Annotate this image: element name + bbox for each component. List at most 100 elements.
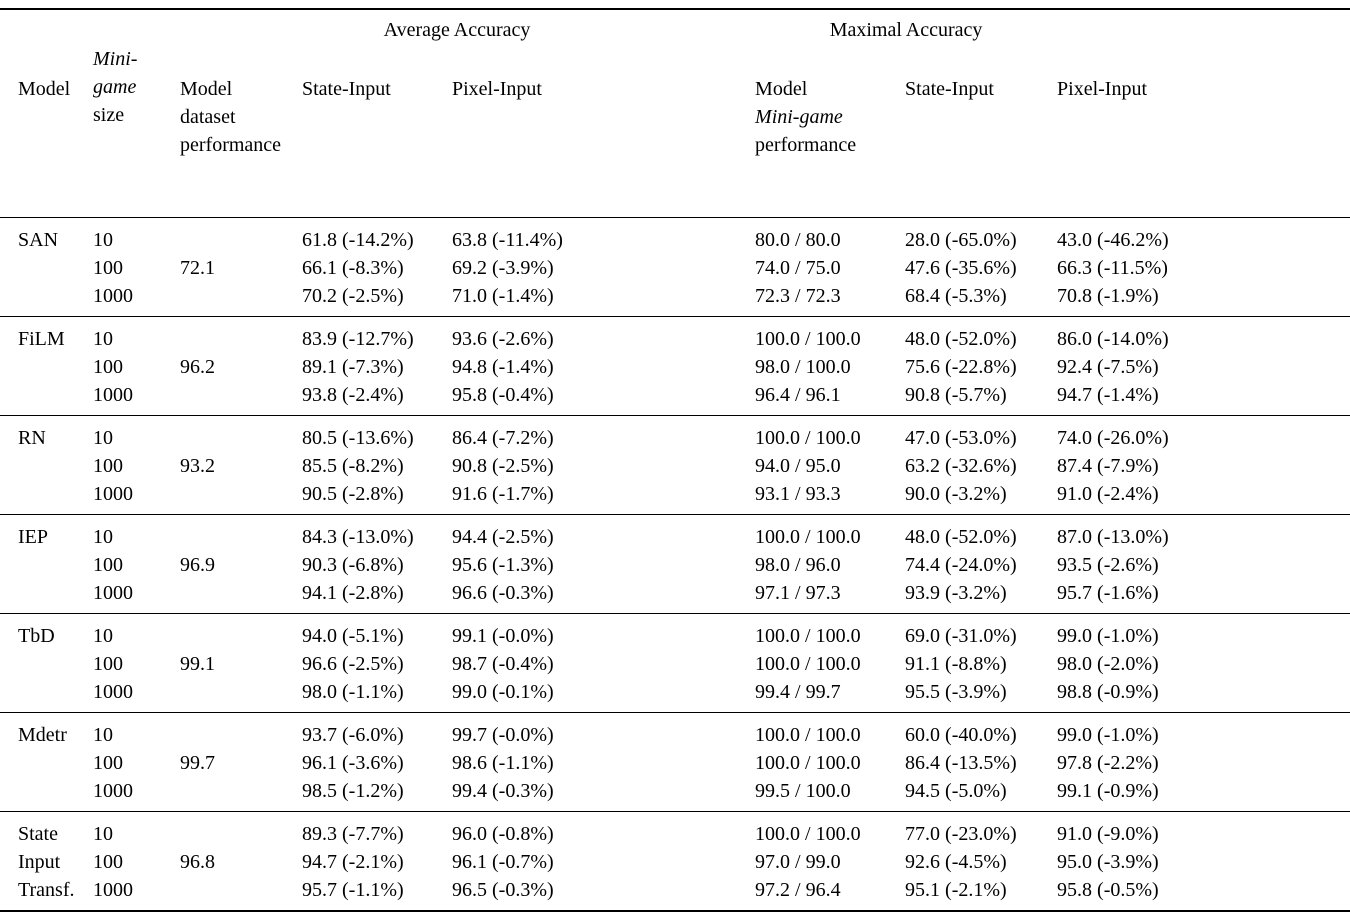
- cell-model-name: State: [0, 811, 93, 848]
- cell-pixel-input-average: 95.6 (-1.3%): [452, 554, 554, 576]
- cell-minigame-performance: 96.4 / 96.1: [755, 384, 841, 406]
- cell-pixel-input-average: 99.0 (-0.1%): [452, 681, 554, 703]
- cell-gap: [612, 650, 755, 678]
- cell-pixel-input-average: 99.4 (-0.3%): [452, 780, 554, 802]
- cell-model-name: Transf.: [0, 876, 93, 912]
- cell-state-input-maximal: 95.1 (-2.1%): [905, 876, 1058, 912]
- cell-model-name: TbD: [0, 613, 93, 650]
- cell-state-input-maximal: 68.4 (-5.3%): [905, 285, 1007, 307]
- cell-gap: [612, 254, 755, 282]
- col-header-minigame-size: Mini-game size: [93, 44, 180, 218]
- col-header-minigame-performance: Model Mini-game performance: [755, 44, 906, 218]
- cell-state-input-maximal: 91.1 (-8.8%): [905, 653, 1007, 675]
- cell-pixel-input-average: 95.8 (-0.4%): [452, 384, 554, 406]
- cell-pixel-input-average: 93.6 (-2.6%): [452, 316, 612, 353]
- cell-state-input-maximal: 94.5 (-5.0%): [905, 780, 1007, 802]
- cell-minigame-performance: 100.0 / 100.0: [755, 653, 861, 675]
- cell-dataset-performance: [180, 480, 302, 515]
- cell-dataset-performance: [180, 415, 302, 452]
- cell-model-name: [0, 579, 93, 614]
- cell-pixel-input-average: 98.6 (-1.1%): [452, 752, 554, 774]
- cell-minigame-performance: 100.0 / 100.0: [755, 712, 906, 749]
- cell-state-input-maximal: 95.5 (-3.9%): [905, 681, 1007, 703]
- cell-minigame-size: 1000: [93, 681, 133, 703]
- table-row: SAN 10 61.8 (-14.2%) 63.8 (-11.4%) 80.0 / 80…: [0, 218, 1350, 255]
- cell-state-input-average: 89.3 (-7.7%): [302, 811, 452, 848]
- cell-model-name: [0, 480, 93, 515]
- cell-minigame-size: 10: [93, 712, 180, 749]
- cell-pixel-input-maximal: 95.0 (-3.9%): [1057, 851, 1159, 873]
- cell-minigame-size: 100: [93, 554, 123, 576]
- cell-minigame-size: 100: [93, 653, 123, 675]
- cell-pixel-input-average: 91.6 (-1.7%): [452, 483, 554, 505]
- col-header-state-input-maximal: State-Input: [905, 44, 1058, 218]
- cell-minigame-performance: 74.0 / 75.0: [755, 257, 841, 279]
- cell-gap: [612, 353, 755, 381]
- cell-minigame-size: 100: [93, 455, 123, 477]
- cell-state-input-average: 96.6 (-2.5%): [302, 653, 404, 675]
- col-header-gap: [612, 44, 756, 218]
- cell-minigame-size: 100: [93, 257, 123, 279]
- cell-pixel-input-average: 94.4 (-2.5%): [452, 514, 612, 551]
- col-header-model: Model: [0, 44, 93, 218]
- cell-minigame-performance: 100.0 / 100.0: [755, 811, 906, 848]
- cell-model-name: [0, 650, 93, 678]
- cell-model-name: RN: [0, 415, 93, 452]
- cell-minigame-performance: 100.0 / 100.0: [755, 613, 906, 650]
- cell-pixel-input-average: 90.8 (-2.5%): [452, 455, 554, 477]
- cell-pixel-input-maximal: 99.0 (-1.0%): [1057, 613, 1350, 650]
- cell-minigame-size: 1000: [93, 876, 180, 912]
- cell-minigame-size: 100: [93, 356, 123, 378]
- cell-model-name: [0, 381, 93, 416]
- cell-state-input-maximal: 90.0 (-3.2%): [905, 483, 1007, 505]
- cell-model-name: Mdetr: [0, 712, 93, 749]
- cell-gap: [612, 848, 755, 876]
- cell-state-input-average: 95.7 (-1.1%): [302, 876, 452, 912]
- table-row: 1000 94.1 (-2.8%) 96.6 (-0.3%) 97.1 / 97.3 9…: [0, 579, 1350, 614]
- table-row: 100 96.9 90.3 (-6.8%) 95.6 (-1.3%) 98.0 / 96…: [0, 551, 1350, 579]
- cell-pixel-input-average: 99.1 (-0.0%): [452, 613, 612, 650]
- cell-model-name: FiLM: [0, 316, 93, 353]
- cell-model-name: [0, 282, 93, 317]
- col-header-pixel-input-average: Pixel-Input: [452, 44, 612, 218]
- cell-minigame-performance: 94.0 / 95.0: [755, 455, 841, 477]
- cell-pixel-input-average: 94.8 (-1.4%): [452, 356, 554, 378]
- cell-pixel-input-average: 96.5 (-0.3%): [452, 876, 612, 912]
- dataset-perf-line2: dataset: [180, 106, 236, 128]
- cell-dataset-performance: [180, 613, 302, 650]
- cell-state-input-maximal: 28.0 (-65.0%): [905, 229, 1017, 251]
- cell-dataset-performance: 96.2: [180, 356, 215, 378]
- maximal-accuracy-header: Maximal Accuracy: [755, 8, 1350, 44]
- cell-minigame-size: 10: [93, 316, 180, 353]
- cell-state-input-average: 90.5 (-2.8%): [302, 483, 404, 505]
- cell-gap: [612, 749, 755, 777]
- cell-gap: [612, 678, 755, 713]
- cell-state-input-maximal: 63.2 (-32.6%): [905, 455, 1017, 477]
- col-header-state-input-average: State-Input: [302, 44, 452, 218]
- cell-dataset-performance: 99.7: [180, 752, 215, 774]
- table-row: 100 93.2 85.5 (-8.2%) 90.8 (-2.5%) 94.0 / 95…: [0, 452, 1350, 480]
- cell-gap: [612, 551, 755, 579]
- cell-dataset-performance: [180, 381, 302, 416]
- cell-state-input-average: 94.1 (-2.8%): [302, 582, 404, 604]
- cell-pixel-input-average: 96.1 (-0.7%): [452, 851, 554, 873]
- cell-pixel-input-maximal: 66.3 (-11.5%): [1057, 257, 1168, 279]
- cell-model-name: [0, 551, 93, 579]
- cell-minigame-performance: 100.0 / 100.0: [755, 752, 861, 774]
- cell-minigame-performance: 97.0 / 99.0: [755, 851, 841, 873]
- cell-pixel-input-maximal: 93.5 (-2.6%): [1057, 554, 1159, 576]
- cell-state-input-average: 66.1 (-8.3%): [302, 257, 404, 279]
- table-row: 1000 98.0 (-1.1%) 99.0 (-0.1%) 99.4 / 99.7 9…: [0, 678, 1350, 713]
- cell-model-name: [0, 678, 93, 713]
- cell-state-input-average: 98.0 (-1.1%): [302, 681, 404, 703]
- cell-dataset-performance: 96.8: [180, 851, 215, 873]
- cell-state-input-maximal: 47.0 (-53.0%): [905, 415, 1058, 452]
- cell-model-name: SAN: [18, 229, 59, 251]
- cell-minigame-performance: 93.1 / 93.3: [755, 483, 841, 505]
- cell-gap: [612, 282, 755, 317]
- cell-pixel-input-average: 98.7 (-0.4%): [452, 653, 554, 675]
- cell-pixel-input-average: 69.2 (-3.9%): [452, 257, 554, 279]
- minigame-size-line2: game: [93, 76, 137, 98]
- cell-dataset-performance: [180, 218, 302, 255]
- cell-dataset-performance: [180, 678, 302, 713]
